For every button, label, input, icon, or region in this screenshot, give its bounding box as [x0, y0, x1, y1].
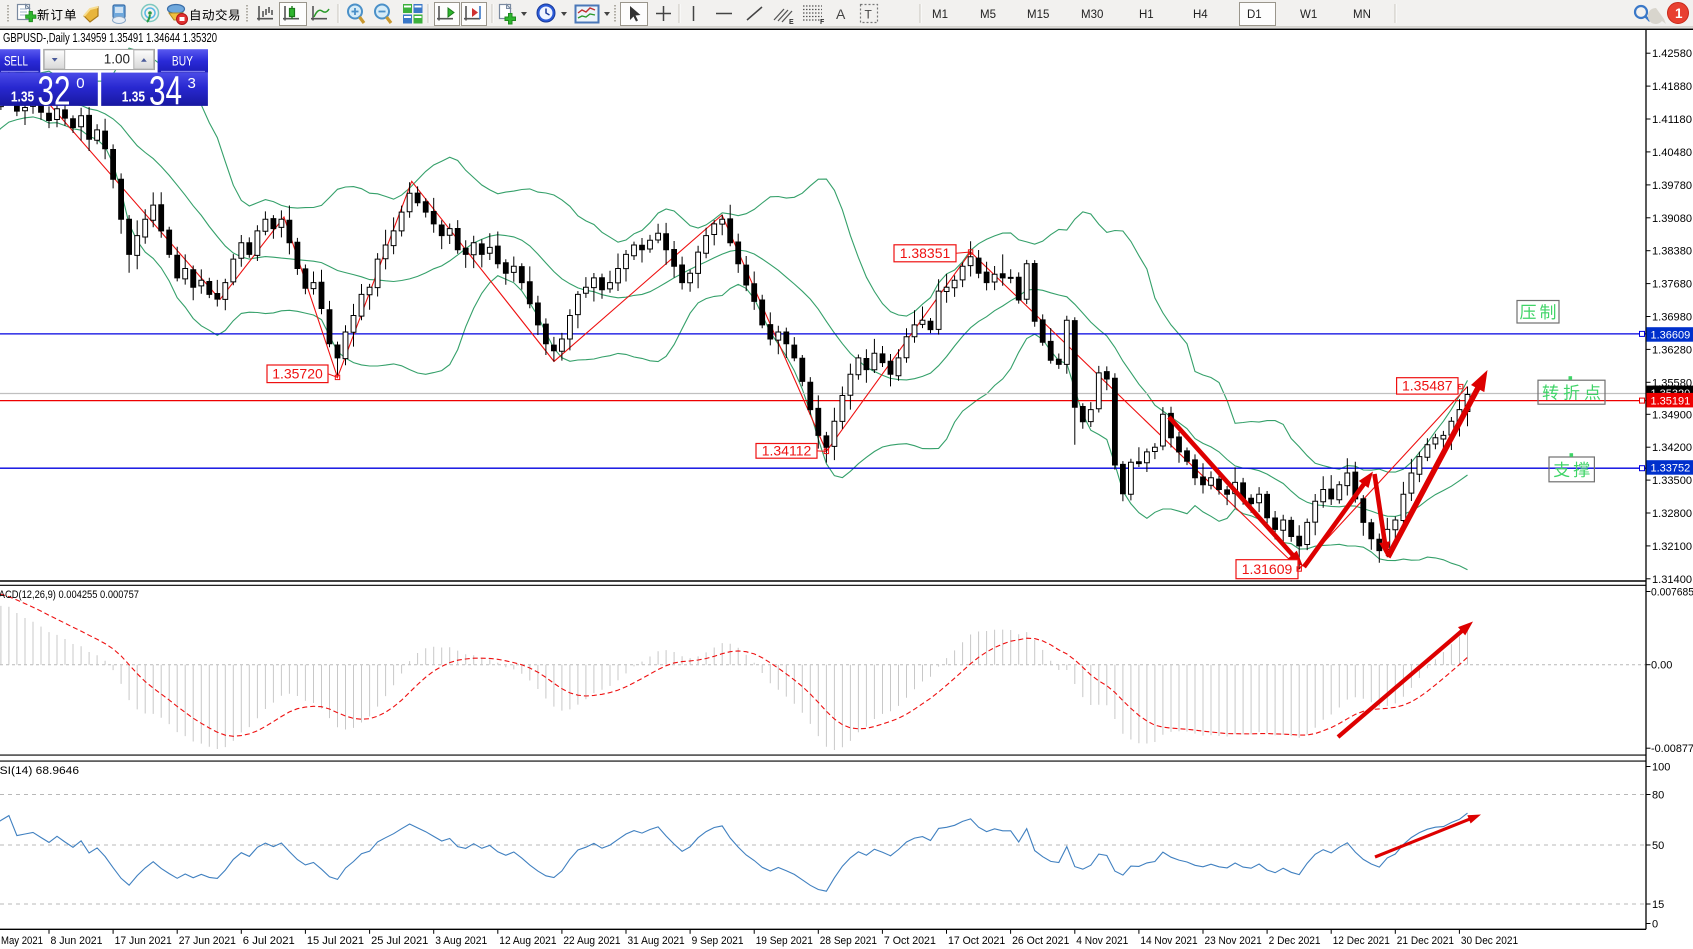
svg-text:E: E — [789, 19, 794, 26]
svg-text:0.00: 0.00 — [1651, 660, 1672, 672]
svg-text:12 Aug 2021: 12 Aug 2021 — [499, 935, 556, 947]
svg-text:T: T — [865, 8, 873, 22]
svg-text:M1: M1 — [932, 9, 948, 21]
svg-text:30 Dec 2021: 30 Dec 2021 — [1461, 935, 1518, 947]
svg-text:25 Jul 2021: 25 Jul 2021 — [371, 935, 428, 947]
svg-text:21 Dec 2021: 21 Dec 2021 — [1397, 935, 1454, 947]
svg-text:A: A — [836, 6, 846, 22]
svg-text:27 Jun 2021: 27 Jun 2021 — [179, 935, 236, 947]
svg-text:1.32800: 1.32800 — [1652, 508, 1692, 520]
svg-text:1.38351: 1.38351 — [900, 245, 951, 261]
svg-text:1.38380: 1.38380 — [1652, 246, 1692, 258]
svg-text:14 Nov 2021: 14 Nov 2021 — [1140, 935, 1197, 947]
svg-text:1.39780: 1.39780 — [1652, 180, 1692, 192]
svg-text:1.31400: 1.31400 — [1652, 574, 1692, 586]
svg-text:17 Oct 2021: 17 Oct 2021 — [948, 935, 1005, 947]
svg-text:50: 50 — [1652, 840, 1664, 852]
svg-text:-0.00877: -0.00877 — [1651, 743, 1693, 755]
svg-text:12 Dec 2021: 12 Dec 2021 — [1333, 935, 1390, 947]
svg-text:1.32100: 1.32100 — [1652, 541, 1692, 553]
svg-text:15 Jul 2021: 15 Jul 2021 — [307, 935, 364, 947]
svg-text:1.42580: 1.42580 — [1652, 48, 1692, 60]
svg-text:1.35487: 1.35487 — [1402, 378, 1453, 394]
svg-text:SELL: SELL — [4, 54, 28, 69]
svg-text:1.39080: 1.39080 — [1652, 213, 1692, 225]
svg-text:26 Oct 2021: 26 Oct 2021 — [1012, 935, 1069, 947]
svg-text:17 Jun 2021: 17 Jun 2021 — [115, 935, 172, 947]
svg-text:6 Jul 2021: 6 Jul 2021 — [243, 935, 295, 947]
svg-text:100: 100 — [1652, 762, 1670, 774]
svg-text:3 Aug 2021: 3 Aug 2021 — [435, 935, 487, 947]
svg-text:MN: MN — [1353, 9, 1371, 21]
svg-text:1.00: 1.00 — [104, 52, 130, 67]
svg-text:0: 0 — [1652, 919, 1658, 931]
svg-text:H1: H1 — [1139, 9, 1154, 21]
svg-text:MACD(12,26,9) 0.004255 0.00075: MACD(12,26,9) 0.004255 0.000757 — [0, 589, 139, 601]
svg-text:1.37680: 1.37680 — [1652, 279, 1692, 291]
svg-text:BUY: BUY — [172, 54, 193, 69]
svg-text:9 Sep 2021: 9 Sep 2021 — [692, 935, 744, 947]
svg-text:34: 34 — [149, 67, 182, 113]
svg-text:1.35: 1.35 — [11, 88, 34, 105]
svg-text:W1: W1 — [1300, 9, 1317, 21]
svg-text:M15: M15 — [1027, 9, 1049, 21]
svg-text:M30: M30 — [1081, 9, 1103, 21]
svg-text:0.007685: 0.007685 — [1651, 587, 1693, 599]
svg-text:H4: H4 — [1193, 9, 1208, 21]
svg-text:1.31609: 1.31609 — [1242, 561, 1293, 577]
svg-text:1.36609: 1.36609 — [1651, 330, 1691, 342]
svg-text:2 Dec 2021: 2 Dec 2021 — [1269, 935, 1321, 947]
svg-text:F: F — [820, 19, 825, 26]
svg-text:D1: D1 — [1247, 9, 1262, 21]
svg-text:1.36980: 1.36980 — [1652, 312, 1692, 324]
svg-text:4 Nov 2021: 4 Nov 2021 — [1076, 935, 1128, 947]
svg-text:80: 80 — [1652, 790, 1664, 802]
svg-text:1.40480: 1.40480 — [1652, 147, 1692, 159]
svg-text:23 Nov 2021: 23 Nov 2021 — [1205, 935, 1262, 947]
svg-text:May 2021: May 2021 — [1, 935, 43, 947]
svg-text:1.33752: 1.33752 — [1651, 463, 1691, 475]
svg-text:1.34112: 1.34112 — [762, 443, 812, 459]
svg-text:8 Jun 2021: 8 Jun 2021 — [51, 935, 103, 947]
svg-text:M5: M5 — [980, 9, 996, 21]
svg-text:1: 1 — [1675, 6, 1683, 21]
svg-text:28 Sep 2021: 28 Sep 2021 — [820, 935, 877, 947]
svg-text:22 Aug 2021: 22 Aug 2021 — [563, 935, 620, 947]
svg-text:1.33500: 1.33500 — [1652, 475, 1692, 487]
svg-text:1.35720: 1.35720 — [272, 366, 323, 382]
svg-text:1.34200: 1.34200 — [1652, 442, 1692, 454]
svg-text:19 Sep 2021: 19 Sep 2021 — [756, 935, 813, 947]
svg-text:31 Aug 2021: 31 Aug 2021 — [628, 935, 685, 947]
svg-text:1.41180: 1.41180 — [1652, 114, 1692, 126]
svg-text:1.36280: 1.36280 — [1652, 344, 1692, 356]
svg-text:1.35: 1.35 — [122, 88, 145, 105]
svg-text:1.41880: 1.41880 — [1652, 81, 1692, 93]
svg-text:3: 3 — [188, 75, 196, 92]
svg-text:RSI(14) 68.9646: RSI(14) 68.9646 — [0, 765, 79, 777]
svg-text:1.34900: 1.34900 — [1652, 409, 1692, 421]
svg-text:1.35191: 1.35191 — [1651, 395, 1691, 407]
svg-text:7 Oct 2021: 7 Oct 2021 — [884, 935, 936, 947]
svg-text:15: 15 — [1652, 899, 1664, 911]
svg-text:32: 32 — [38, 67, 71, 113]
svg-text:GBPUSD-,Daily 1.34959 1.35491: GBPUSD-,Daily 1.34959 1.35491 1.34644 1.… — [3, 31, 217, 45]
svg-text:0: 0 — [76, 75, 84, 92]
